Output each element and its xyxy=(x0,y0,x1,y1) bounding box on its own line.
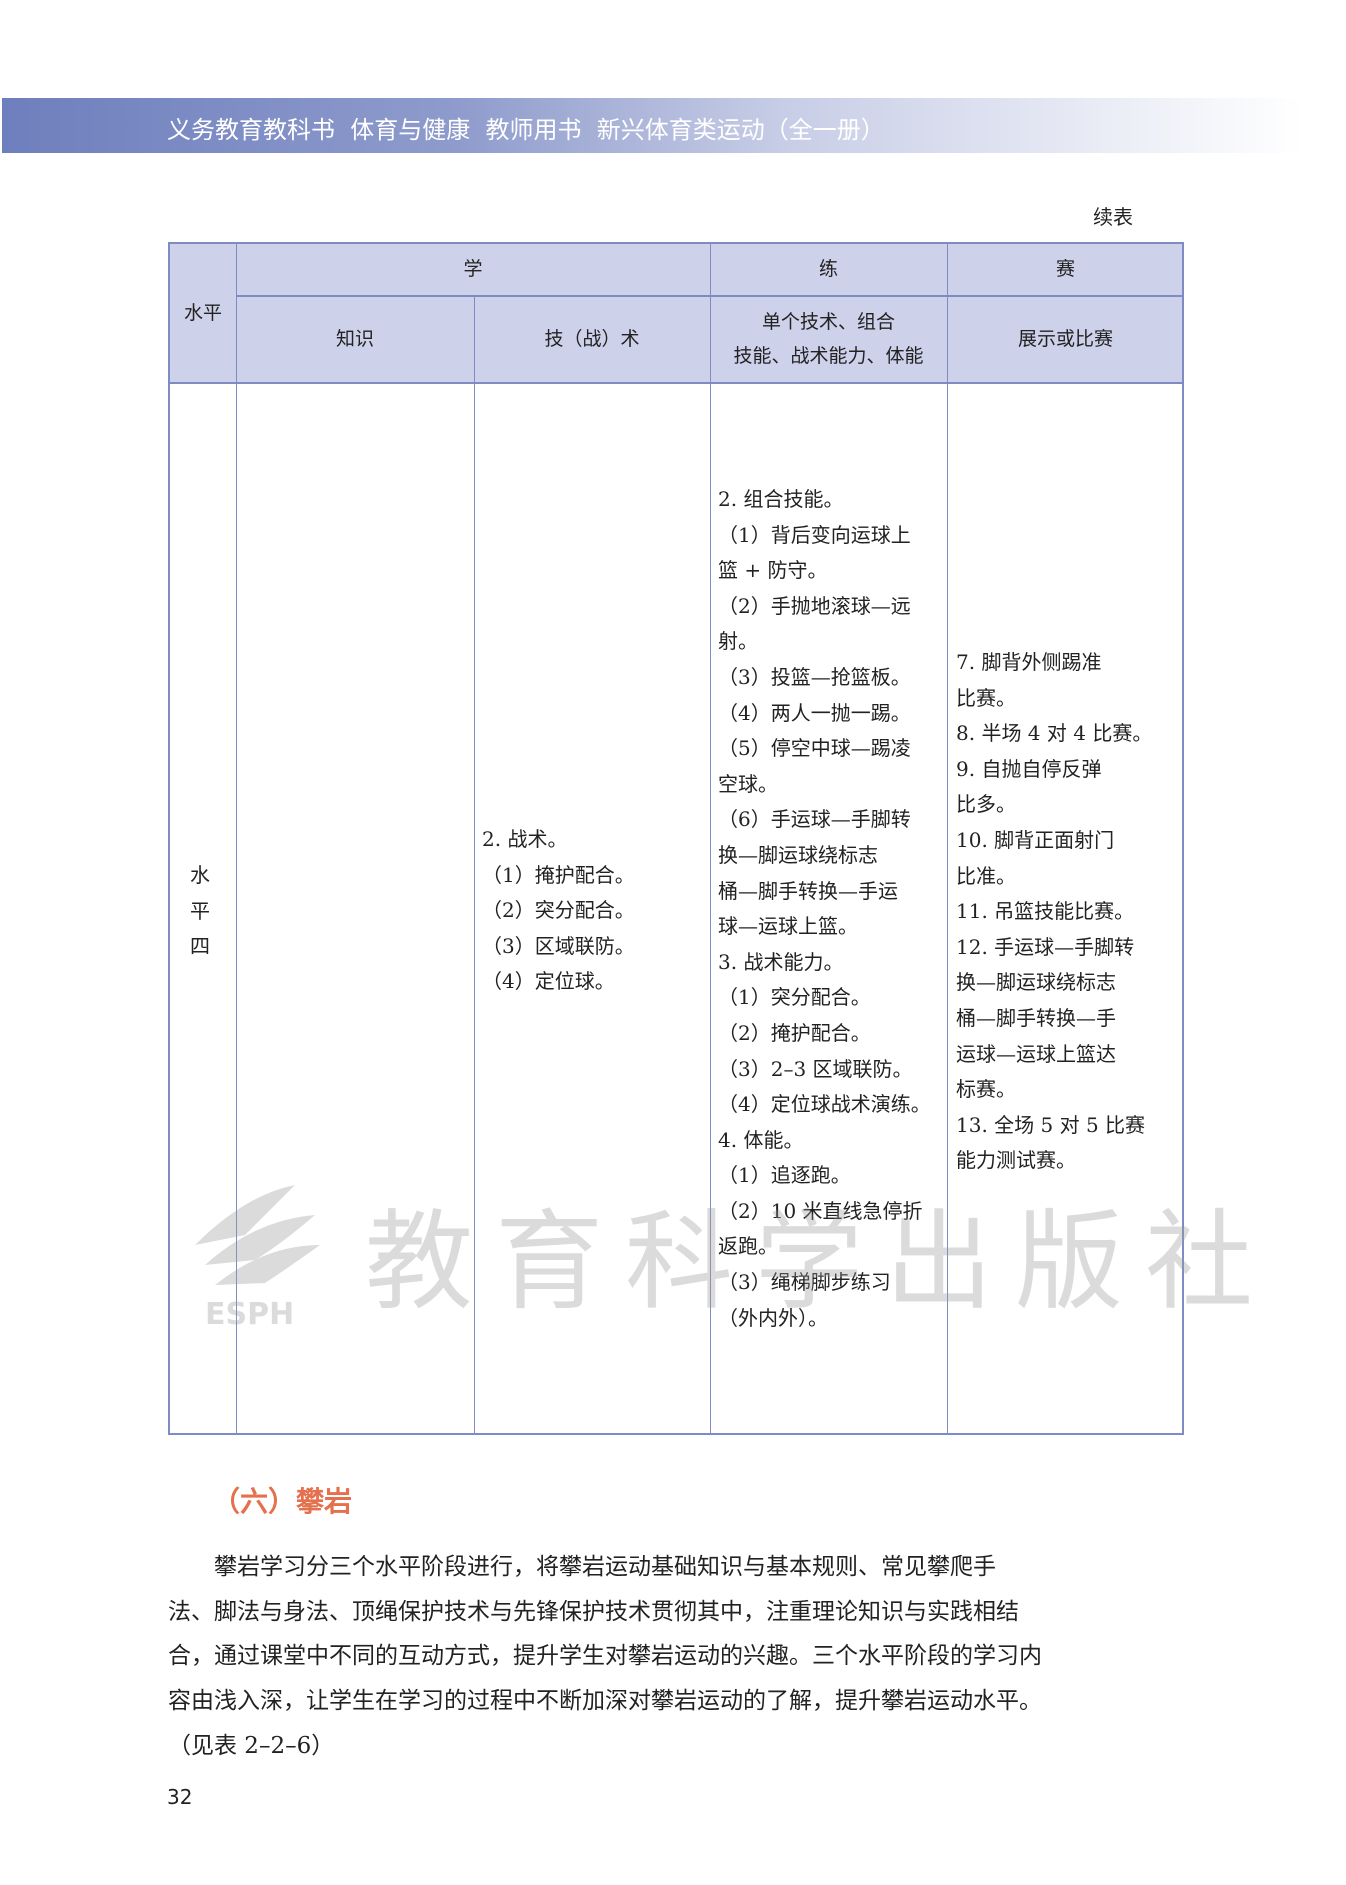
text-line: （1）背后变向运球上 xyxy=(718,522,911,547)
level-char: 水 xyxy=(190,863,210,887)
text-line: 返跑。 xyxy=(718,1234,778,1259)
text-line: 2. 战术。 xyxy=(482,827,568,851)
text-line: 容由浅入深，让学生在学习的过程中不断加深对攀岩运动的了解，提升攀岩运动水平。 xyxy=(168,1688,1042,1715)
level-char: 四 xyxy=(190,934,210,959)
header-line: 单个技术、组合 xyxy=(761,311,895,333)
text-line: （5）停空中球—踢凌 xyxy=(718,736,911,761)
header-level: 水平 xyxy=(183,302,222,324)
text-line: （3）区域联防。 xyxy=(482,933,635,958)
text-line: 射。 xyxy=(718,629,758,654)
text-line: （4）定位球战术演练。 xyxy=(718,1092,931,1117)
level-char: 平 xyxy=(190,898,210,923)
text-line: 桶—脚手转换—手 xyxy=(956,1005,1116,1030)
text-line: 12. 手运球—手脚转 xyxy=(956,934,1135,959)
text-line: 13. 全场 5 对 5 比赛 xyxy=(956,1112,1146,1137)
text-line: （3）2–3 区域联防。 xyxy=(718,1056,913,1081)
text-line: 10. 脚背正面射门 xyxy=(956,827,1115,852)
text-line: 8. 半场 4 对 4 比赛。 xyxy=(956,721,1153,746)
text-line: （3）绳梯脚步练习 xyxy=(718,1270,891,1295)
text-line: （2）10 米直线急停折 xyxy=(718,1198,923,1223)
table-header-bg xyxy=(170,244,1182,384)
text-line: 11. 吊篮技能比赛。 xyxy=(956,899,1135,924)
text-line: 桶—脚手转换—手运 xyxy=(718,878,898,903)
text-line: 法、脚法与身法、顶绳保护技术与先锋保护技术贯彻其中，注重理论知识与实践相结 xyxy=(168,1598,1019,1625)
text-line: （6）手运球—手脚转 xyxy=(718,807,911,832)
header-learn: 学 xyxy=(463,258,483,280)
text-line: （2）掩护配合。 xyxy=(718,1020,871,1045)
text-line: （1）追逐跑。 xyxy=(718,1163,851,1188)
text-line: （2）手抛地滚球—远 xyxy=(718,593,911,618)
text-line: 换—脚运球绕标志 xyxy=(956,970,1116,995)
text-line: 比准。 xyxy=(956,863,1016,888)
text-line: 空球。 xyxy=(718,771,778,796)
section-paragraph: 攀岩学习分三个水平阶段进行，将攀岩运动基础知识与基本规则、常见攀爬手 法、脚法与身… xyxy=(168,1545,1188,1769)
continued-label: 续表 xyxy=(1093,205,1133,229)
technique-cell: 2. 战术。 （1）掩护配合。 （2）突分配合。 （3）区域联防。 （4）定位球。 xyxy=(482,822,635,1000)
text-line: 9. 自抛自停反弹 xyxy=(956,756,1102,781)
text-line: 7. 脚背外侧踢准 xyxy=(956,650,1102,674)
text-line: 比多。 xyxy=(956,792,1016,817)
text-line: 能力测试赛。 xyxy=(956,1148,1076,1173)
header-bar xyxy=(2,98,1302,153)
text-line: （3）投篮—抢篮板。 xyxy=(718,664,911,689)
divider xyxy=(236,244,237,1433)
header-practice: 练 xyxy=(818,258,838,280)
header-title: 义务教育教科书 体育与健康 教师用书 新兴体育类运动（全一册） xyxy=(167,116,885,144)
text-line: （见表 2–2–6） xyxy=(168,1732,335,1759)
text-line: （2）突分配合。 xyxy=(482,898,635,923)
header-compete-sub: 展示或比赛 xyxy=(1017,328,1113,350)
text-line: 攀岩学习分三个水平阶段进行，将攀岩运动基础知识与基本规则、常见攀爬手 xyxy=(168,1554,996,1580)
header-practice-sub: 单个技术、组合 技能、战术能力、体能 xyxy=(710,305,947,373)
text-line: 运球—运球上篮达 xyxy=(956,1041,1116,1066)
text-line: 3. 战术能力。 xyxy=(718,949,844,974)
section-heading: （六）攀岩 xyxy=(212,1485,353,1518)
header-compete: 赛 xyxy=(1055,258,1075,280)
divider xyxy=(170,382,1182,384)
text-line: （1）掩护配合。 xyxy=(482,862,635,887)
level-cell: 水 平 四 xyxy=(190,858,210,965)
text-line: （1）突分配合。 xyxy=(718,985,871,1010)
text-line: 篮 + 防守。 xyxy=(718,558,828,583)
text-line: （4）定位球。 xyxy=(482,969,615,994)
divider xyxy=(947,244,948,1433)
text-line: 标赛。 xyxy=(956,1077,1016,1102)
compete-cell: 7. 脚背外侧踢准 比赛。 8. 半场 4 对 4 比赛。 9. 自抛自停反弹 比多。 1… xyxy=(956,645,1152,1179)
divider xyxy=(236,295,1184,297)
text-line: 球—运球上篮。 xyxy=(718,914,858,939)
divider xyxy=(710,244,711,1433)
header-knowledge: 知识 xyxy=(335,328,374,350)
header-line: 技能、战术能力、体能 xyxy=(733,345,924,367)
text-line: （外内外）。 xyxy=(718,1305,828,1330)
header-technique: 技（战）术 xyxy=(544,328,640,350)
text-line: 2. 组合技能。 xyxy=(718,487,844,511)
text-line: 4. 体能。 xyxy=(718,1127,804,1152)
practice-cell: 2. 组合技能。 （1）背后变向运球上篮 + 防守。 （2）手抛地滚球—远 射。 （3）… xyxy=(718,482,931,1336)
page-number: 32 xyxy=(167,1785,193,1809)
text-line: 比赛。 xyxy=(956,685,1016,710)
text-line: 合，通过课堂中不同的互动方式，提升学生对攀岩运动的兴趣。三个水平阶段的学习内 xyxy=(168,1643,1042,1670)
text-line: 换—脚运球绕标志 xyxy=(718,842,878,867)
divider xyxy=(474,296,475,1435)
text-line: （4）两人一抛一踢。 xyxy=(718,700,911,725)
curriculum-table: 水平 学 练 赛 知识 技（战）术 单个技术、组合 技能、战术能力、体能 展示或… xyxy=(168,242,1184,1435)
